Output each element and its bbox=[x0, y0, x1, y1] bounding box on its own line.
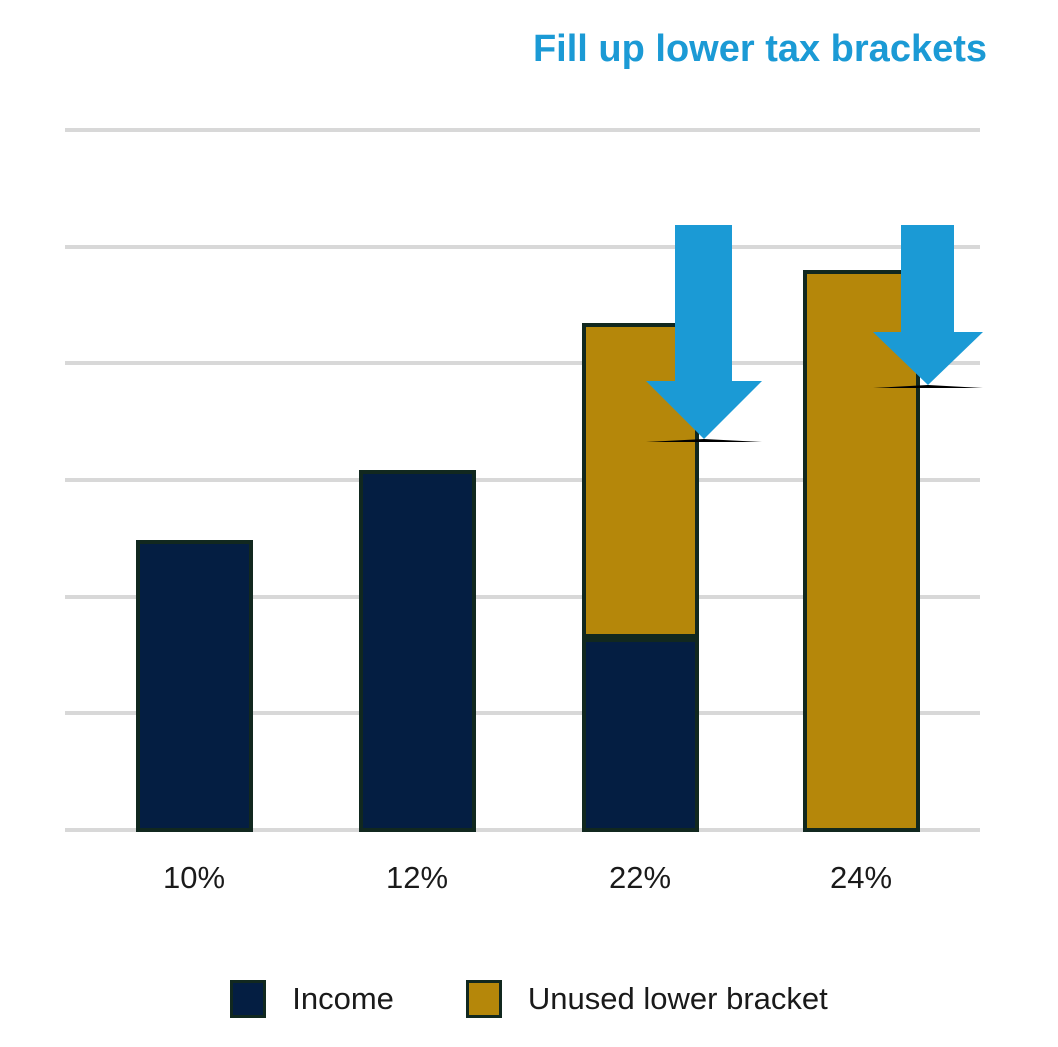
legend-label: Unused lower bracket bbox=[527, 981, 828, 1016]
gridline bbox=[65, 594, 980, 599]
x-axis-label: 24% bbox=[829, 860, 893, 895]
gridline bbox=[65, 361, 980, 366]
legend-item-unused-lower-bracket: Unused lower bracket bbox=[465, 980, 828, 1018]
arrow-shaft bbox=[675, 225, 732, 381]
bar-segment-income bbox=[358, 470, 476, 832]
arrow-head bbox=[872, 332, 983, 388]
unused-lower-bracket-swatch bbox=[465, 980, 502, 1018]
arrow-head bbox=[645, 381, 762, 442]
bar-segment-income bbox=[581, 638, 699, 832]
gridline bbox=[65, 711, 980, 716]
x-axis-label: 10% bbox=[162, 860, 226, 895]
legend-label: Income bbox=[292, 981, 394, 1016]
gridline bbox=[65, 244, 980, 249]
gridline bbox=[65, 128, 980, 132]
legend: Income Unused lower bracket bbox=[0, 980, 1058, 1018]
down-arrow-icon bbox=[872, 225, 983, 388]
arrow-shaft bbox=[901, 225, 954, 332]
x-axis-label: 12% bbox=[385, 860, 449, 895]
down-arrow-icon bbox=[645, 225, 762, 442]
gridline bbox=[65, 478, 980, 482]
x-axis-label: 22% bbox=[608, 860, 672, 895]
gridline bbox=[65, 828, 980, 832]
plot-area: 10% 12% 22% 24% bbox=[65, 128, 983, 895]
income-swatch bbox=[230, 980, 267, 1018]
bar-segment-income bbox=[135, 540, 253, 832]
legend-item-income: Income bbox=[230, 980, 394, 1018]
chart-title: Fill up lower tax brackets bbox=[532, 28, 988, 70]
